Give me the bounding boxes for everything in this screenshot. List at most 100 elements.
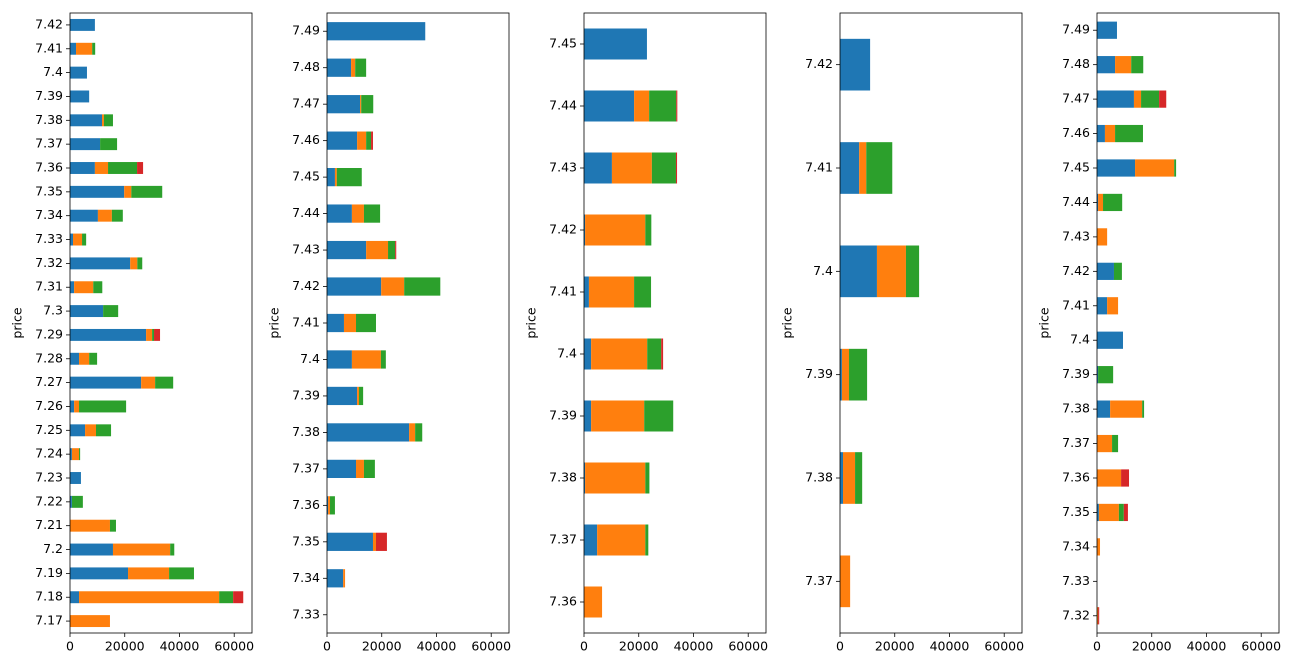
x-tick-label: 60000 xyxy=(728,639,768,654)
x-tick-label: 0 xyxy=(836,639,844,654)
bar-segment xyxy=(360,95,362,114)
bar-segment xyxy=(103,114,113,127)
bar-segment xyxy=(71,495,83,508)
y-tick-label: 7.41 xyxy=(549,284,577,299)
y-tick-label: 7.24 xyxy=(35,446,63,461)
y-tick-label: 7.41 xyxy=(292,315,320,330)
y-tick-label: 7.4 xyxy=(300,351,320,366)
y-tick-label: 7.38 xyxy=(1062,401,1090,416)
bar-segment xyxy=(71,448,80,461)
bar-segment xyxy=(366,240,389,260)
y-tick-label: 7.44 xyxy=(549,98,577,113)
y-tick-label: 7.17 xyxy=(35,613,63,628)
y-tick-label: 7.48 xyxy=(1062,56,1090,71)
bar-segment xyxy=(1113,262,1122,280)
bar-segment xyxy=(130,257,138,270)
bar-segment xyxy=(108,162,138,174)
bar-segment xyxy=(585,214,646,246)
y-tick-label: 7.39 xyxy=(805,366,833,381)
bar-segment xyxy=(584,90,635,122)
y-tick-label: 7.32 xyxy=(35,255,63,270)
bar-segment xyxy=(634,276,652,308)
bar-segment xyxy=(409,423,416,442)
bar-segment xyxy=(584,28,647,60)
bar-segment xyxy=(70,328,147,341)
y-tick-label: 7.36 xyxy=(1062,470,1090,485)
x-tick-label: 40000 xyxy=(674,639,714,654)
bar-segment xyxy=(70,162,95,174)
y-tick-label: 7.43 xyxy=(549,160,577,175)
bar-segment xyxy=(905,245,920,298)
x-tick-label: 60000 xyxy=(984,639,1024,654)
bar-segment xyxy=(645,524,649,556)
x-tick-label: 40000 xyxy=(930,639,970,654)
bar-segment xyxy=(404,277,441,296)
bar-segment xyxy=(219,591,234,604)
bar-segment xyxy=(351,350,381,369)
bar-segment xyxy=(85,424,96,437)
y-tick-label: 7.4 xyxy=(557,346,577,361)
axes-frame xyxy=(326,12,510,634)
y-tick-label: 7.34 xyxy=(35,207,63,222)
bar-segment xyxy=(327,22,426,41)
bar-segment xyxy=(1103,193,1123,212)
bar-segment xyxy=(644,400,674,432)
bar-segment xyxy=(675,152,678,184)
y-tick-label: 7.48 xyxy=(292,59,320,74)
bar-segment xyxy=(327,95,361,114)
bar-segment xyxy=(330,496,335,515)
bar-segment xyxy=(327,350,352,369)
y-tick-label: 7.44 xyxy=(292,205,320,220)
bar-segment xyxy=(128,567,170,580)
bar-segment xyxy=(336,168,362,187)
y-tick-label: 7.2 xyxy=(43,541,63,556)
y-tick-label: 7.49 xyxy=(1062,22,1090,37)
bar-segment xyxy=(169,567,194,580)
bar-segment xyxy=(649,90,677,122)
y-tick-label: 7.26 xyxy=(35,398,63,413)
bar-segment xyxy=(70,448,72,461)
x-tick-label: 40000 xyxy=(417,639,457,654)
bar-segment xyxy=(356,459,364,478)
bar-segment xyxy=(1097,90,1134,108)
bar-segment xyxy=(381,277,405,296)
bar-segment xyxy=(131,185,163,198)
bar-segment xyxy=(1097,366,1099,384)
bar-segment xyxy=(70,376,142,389)
y-tick-label: 7.42 xyxy=(1062,263,1090,278)
bar-segment xyxy=(840,555,851,608)
bar-segment xyxy=(74,281,94,294)
bar-segment xyxy=(647,338,662,370)
y-tick-label: 7.4 xyxy=(43,64,63,79)
y-tick-label: 7.32 xyxy=(1062,607,1090,622)
y-tick-label: 7.45 xyxy=(1062,160,1090,175)
bar-segment xyxy=(327,386,358,406)
bar-segment xyxy=(1142,400,1145,418)
y-tick-label: 7.41 xyxy=(1062,297,1090,312)
y-tick-label: 7.42 xyxy=(805,56,833,71)
x-tick-label: 0 xyxy=(580,639,588,654)
bar-segment xyxy=(70,138,101,151)
x-tick-label: 0 xyxy=(1093,639,1101,654)
bar-segment xyxy=(70,543,113,556)
bar-segment xyxy=(351,58,356,77)
y-tick-label: 7.38 xyxy=(292,424,320,439)
bar-segment xyxy=(1097,159,1136,177)
bar-segment xyxy=(840,38,871,91)
y-tick-label: 7.42 xyxy=(549,222,577,237)
y-tick-label: 7.37 xyxy=(805,573,833,588)
bar-segment xyxy=(92,42,96,55)
bar-segment xyxy=(155,376,174,389)
y-tick-label: 7.31 xyxy=(35,279,63,294)
bar-segment xyxy=(70,424,86,437)
bar-segment xyxy=(357,131,367,150)
bar-segment xyxy=(70,472,81,484)
y-tick-label: 7.21 xyxy=(35,517,63,532)
y-tick-label: 7.44 xyxy=(1062,194,1090,209)
bar-segment xyxy=(388,240,396,260)
y-tick-label: 7.36 xyxy=(549,594,577,609)
bar-segment xyxy=(1104,124,1116,143)
bar-segment xyxy=(840,348,842,401)
x-tick-label: 40000 xyxy=(1187,639,1227,654)
